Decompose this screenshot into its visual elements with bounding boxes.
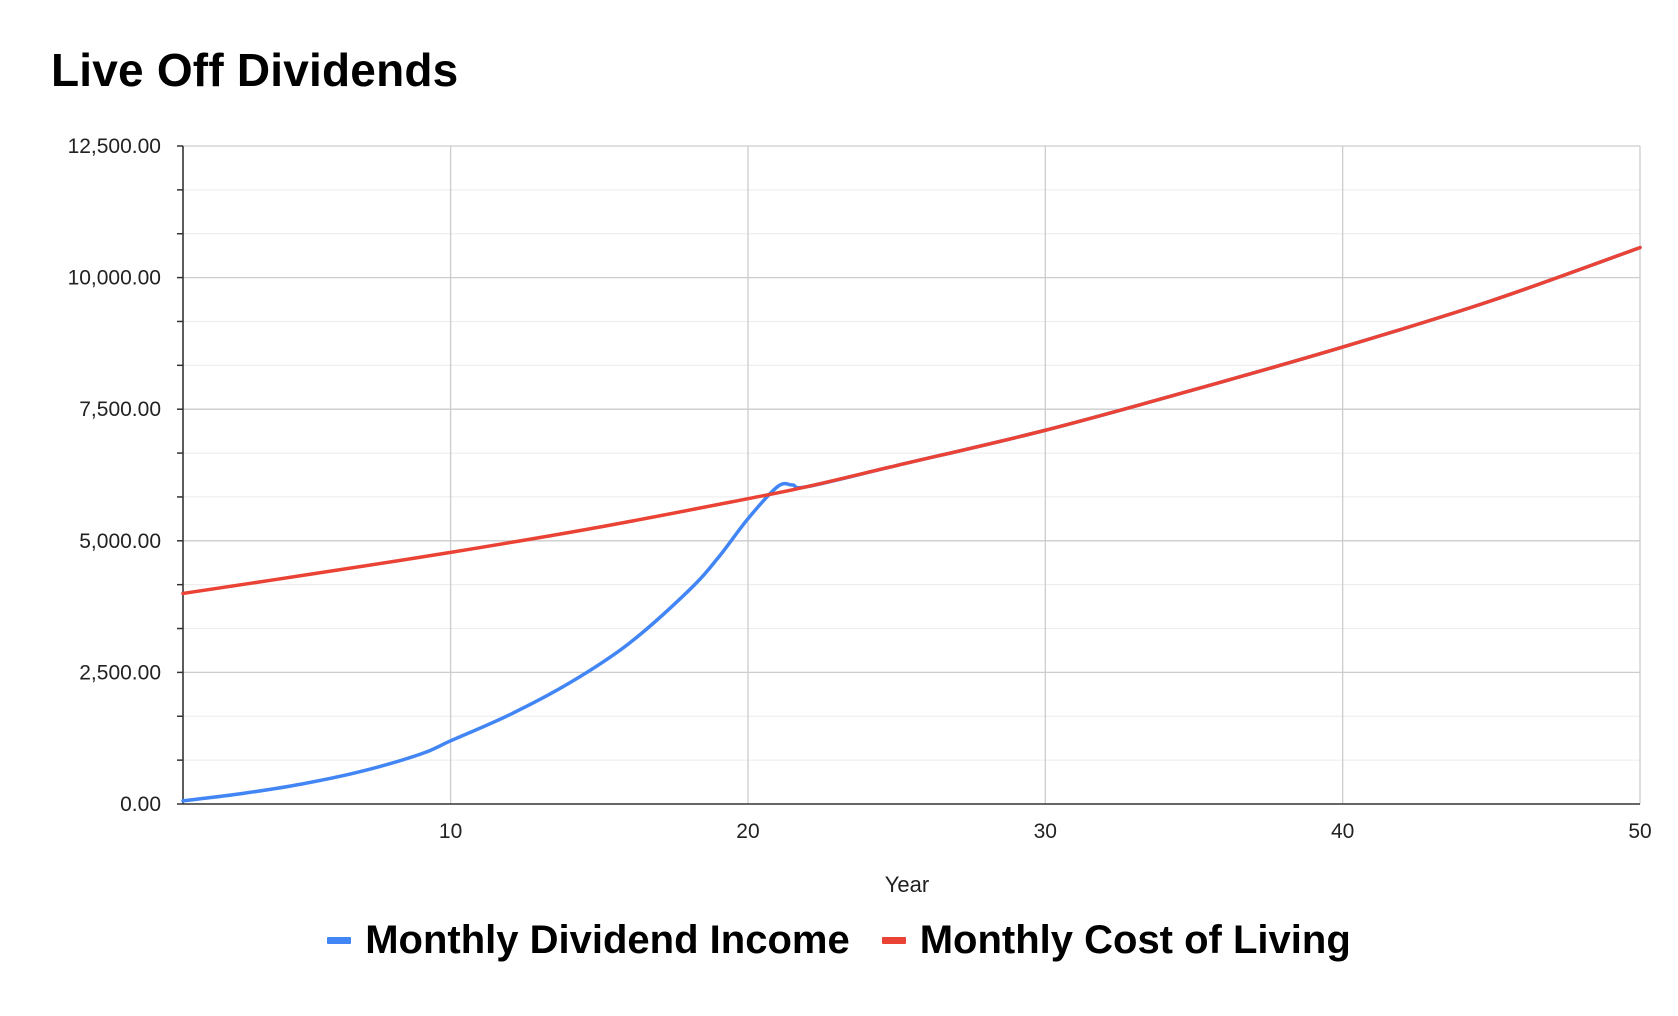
series-lines [181,245,1642,803]
legend-label-dividend-income: Monthly Dividend Income [365,918,850,962]
legend: Monthly Dividend Income Monthly Cost of … [0,918,1678,963]
x-tick-label: 30 [1034,820,1057,843]
legend-swatch-cost-of-living [881,937,906,944]
chart-title: Live Off Dividends [51,44,459,96]
y-tick-label: 10,000.00 [68,267,161,290]
series-line-cost-of-living [181,245,1642,596]
x-tick-label: 50 [1628,820,1651,843]
legend-item-cost-of-living: Monthly Cost of Living [881,918,1351,963]
y-tick-label: 2,500.00 [79,661,161,684]
y-tick-label: 12,500.00 [68,135,161,158]
x-tick-label: 20 [736,820,759,843]
grid-lines [183,145,1641,804]
x-tick-label: 10 [439,820,462,843]
y-tick-label: 5,000.00 [79,530,161,553]
legend-item-dividend-income: Monthly Dividend Income [327,918,850,963]
legend-swatch-dividend-income [327,937,352,944]
tick-labels: 0.00 2,500.00 5,000.00 7,500.00 10,000.00 12,… [68,135,1652,843]
x-tick-label: 40 [1331,820,1354,843]
legend-label-cost-of-living: Monthly Cost of Living [919,918,1351,962]
series-line-dividend-income [181,245,1642,803]
axes [177,145,1640,805]
y-tick-label: 7,500.00 [79,398,161,421]
y-tick-label: 0.00 [120,793,161,816]
x-axis-title: Year [885,872,929,897]
